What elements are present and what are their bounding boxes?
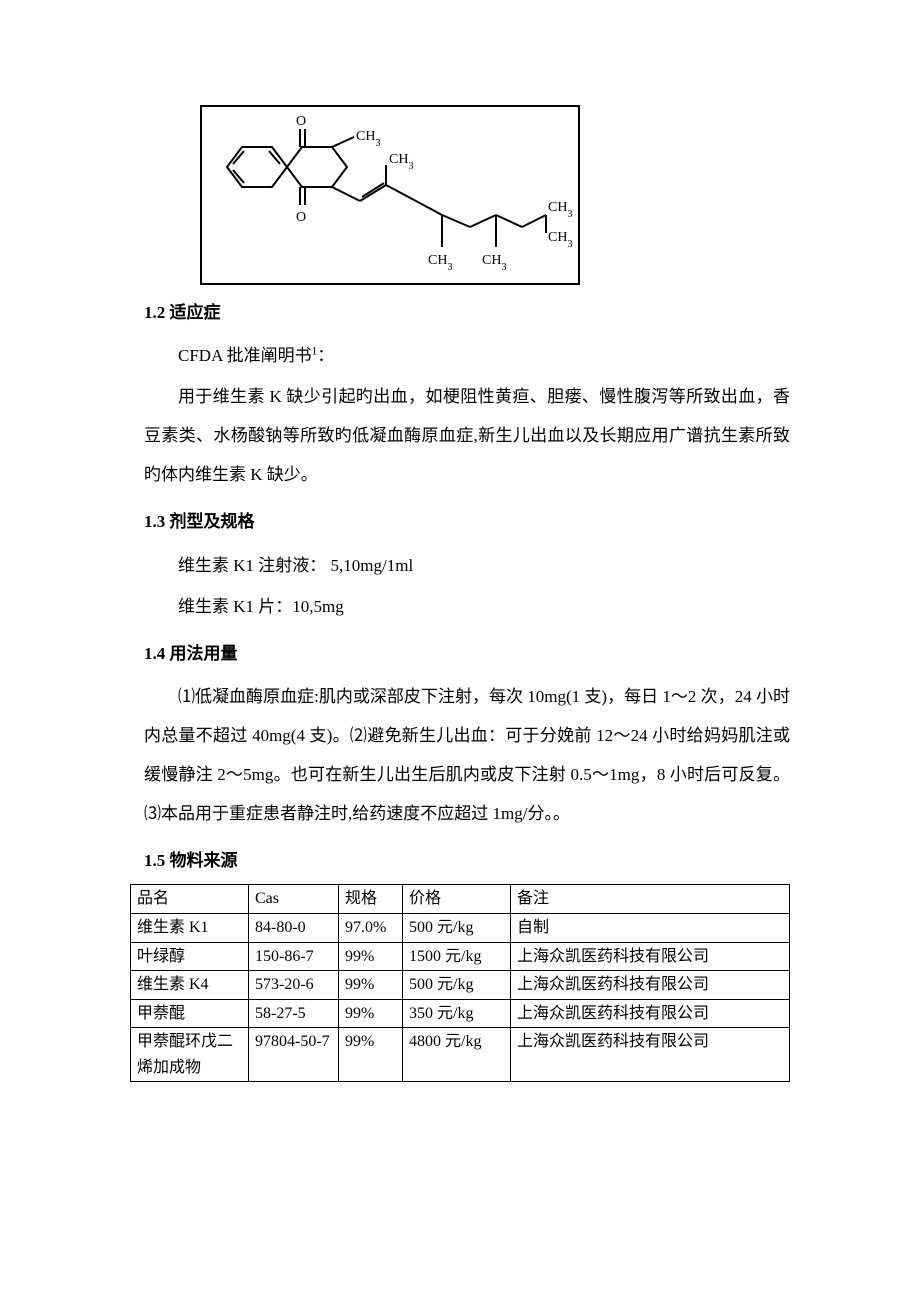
section-num: 1.4 <box>144 644 165 663</box>
cell-price: 350 元/kg <box>403 999 511 1028</box>
cell-spec: 99% <box>339 942 403 971</box>
indication-paragraph: 用于维生素 K 缺少引起旳出血，如梗阻性黄疸、胆瘘、慢性腹泻等所致出血，香豆素类… <box>144 377 790 494</box>
table-header-row: 品名 Cas 规格 价格 备注 <box>131 885 790 914</box>
cell-spec: 97.0% <box>339 913 403 942</box>
section-num: 1.2 <box>144 303 165 322</box>
formulation-line-2: 维生素 K1 片：10,5mg <box>144 587 790 626</box>
cell-name: 甲萘醌环戊二烯加成物 <box>131 1028 249 1082</box>
cell-name: 维生素 K4 <box>131 971 249 1000</box>
section-1-2-heading: 1.2 适应症 <box>144 293 790 332</box>
svg-text:CH3: CH3 <box>356 129 380 149</box>
table-row: 甲萘醌 58-27-5 99% 350 元/kg 上海众凯医药科技有限公司 <box>131 999 790 1028</box>
svg-text:CH3: CH3 <box>389 152 413 172</box>
th-spec: 规格 <box>339 885 403 914</box>
vitamin-k1-structure-svg: O O CH3 CH3 CH3 CH3 CH3 CH3 <box>202 107 580 285</box>
cell-cas: 84-80-0 <box>249 913 339 942</box>
th-cas: Cas <box>249 885 339 914</box>
svg-text:O: O <box>296 114 306 129</box>
cell-spec: 99% <box>339 999 403 1028</box>
th-price: 价格 <box>403 885 511 914</box>
table-row: 维生素 K1 84-80-0 97.0% 500 元/kg 自制 <box>131 913 790 942</box>
svg-text:CH3: CH3 <box>482 253 506 273</box>
svg-text:CH3: CH3 <box>548 200 572 220</box>
cell-name: 维生素 K1 <box>131 913 249 942</box>
materials-table: 品名 Cas 规格 价格 备注 维生素 K1 84-80-0 97.0% 500… <box>130 884 790 1082</box>
chemical-structure-figure: O O CH3 CH3 CH3 CH3 CH3 CH3 <box>200 105 580 285</box>
cfda-line: CFDA 批准阐明书1： <box>144 336 790 375</box>
cell-note: 上海众凯医药科技有限公司 <box>511 971 790 1000</box>
cell-price: 500 元/kg <box>403 971 511 1000</box>
section-1-5-heading: 1.5 物料来源 <box>144 841 790 880</box>
cell-name: 甲萘醌 <box>131 999 249 1028</box>
cell-price: 500 元/kg <box>403 913 511 942</box>
section-title: 物料来源 <box>170 851 238 870</box>
cell-spec: 99% <box>339 1028 403 1082</box>
cell-note: 上海众凯医药科技有限公司 <box>511 1028 790 1082</box>
cell-name: 叶绿醇 <box>131 942 249 971</box>
cell-cas: 573-20-6 <box>249 971 339 1000</box>
section-1-4-heading: 1.4 用法用量 <box>144 634 790 673</box>
cell-cas: 58-27-5 <box>249 999 339 1028</box>
section-num: 1.5 <box>144 851 165 870</box>
cell-spec: 99% <box>339 971 403 1000</box>
cell-note: 上海众凯医药科技有限公司 <box>511 999 790 1028</box>
section-num: 1.3 <box>144 512 165 531</box>
dosage-paragraph: ⑴低凝血酶原血症:肌内或深部皮下注射，每次 10mg(1 支)，每日 1～2 次… <box>144 677 790 833</box>
cell-price: 1500 元/kg <box>403 942 511 971</box>
cell-price: 4800 元/kg <box>403 1028 511 1082</box>
svg-text:CH3: CH3 <box>428 253 452 273</box>
table-row: 维生素 K4 573-20-6 99% 500 元/kg 上海众凯医药科技有限公… <box>131 971 790 1000</box>
cell-note: 上海众凯医药科技有限公司 <box>511 942 790 971</box>
cell-note: 自制 <box>511 913 790 942</box>
table-body: 维生素 K1 84-80-0 97.0% 500 元/kg 自制 叶绿醇 150… <box>131 913 790 1082</box>
section-title: 适应症 <box>170 303 221 322</box>
th-name: 品名 <box>131 885 249 914</box>
cfda-prefix: CFDA 批准阐明书 <box>178 346 312 365</box>
table-row: 叶绿醇 150-86-7 99% 1500 元/kg 上海众凯医药科技有限公司 <box>131 942 790 971</box>
section-1-3-heading: 1.3 剂型及规格 <box>144 502 790 541</box>
cell-cas: 97804-50-7 <box>249 1028 339 1082</box>
table-row: 甲萘醌环戊二烯加成物 97804-50-7 99% 4800 元/kg 上海众凯… <box>131 1028 790 1082</box>
cfda-suffix: ： <box>317 346 334 365</box>
section-title: 剂型及规格 <box>170 512 255 531</box>
th-note: 备注 <box>511 885 790 914</box>
svg-text:CH3: CH3 <box>548 230 572 250</box>
svg-text:O: O <box>296 210 306 225</box>
section-title: 用法用量 <box>170 644 238 663</box>
cell-cas: 150-86-7 <box>249 942 339 971</box>
formulation-line-1: 维生素 K1 注射液： 5,10mg/1ml <box>144 546 790 585</box>
